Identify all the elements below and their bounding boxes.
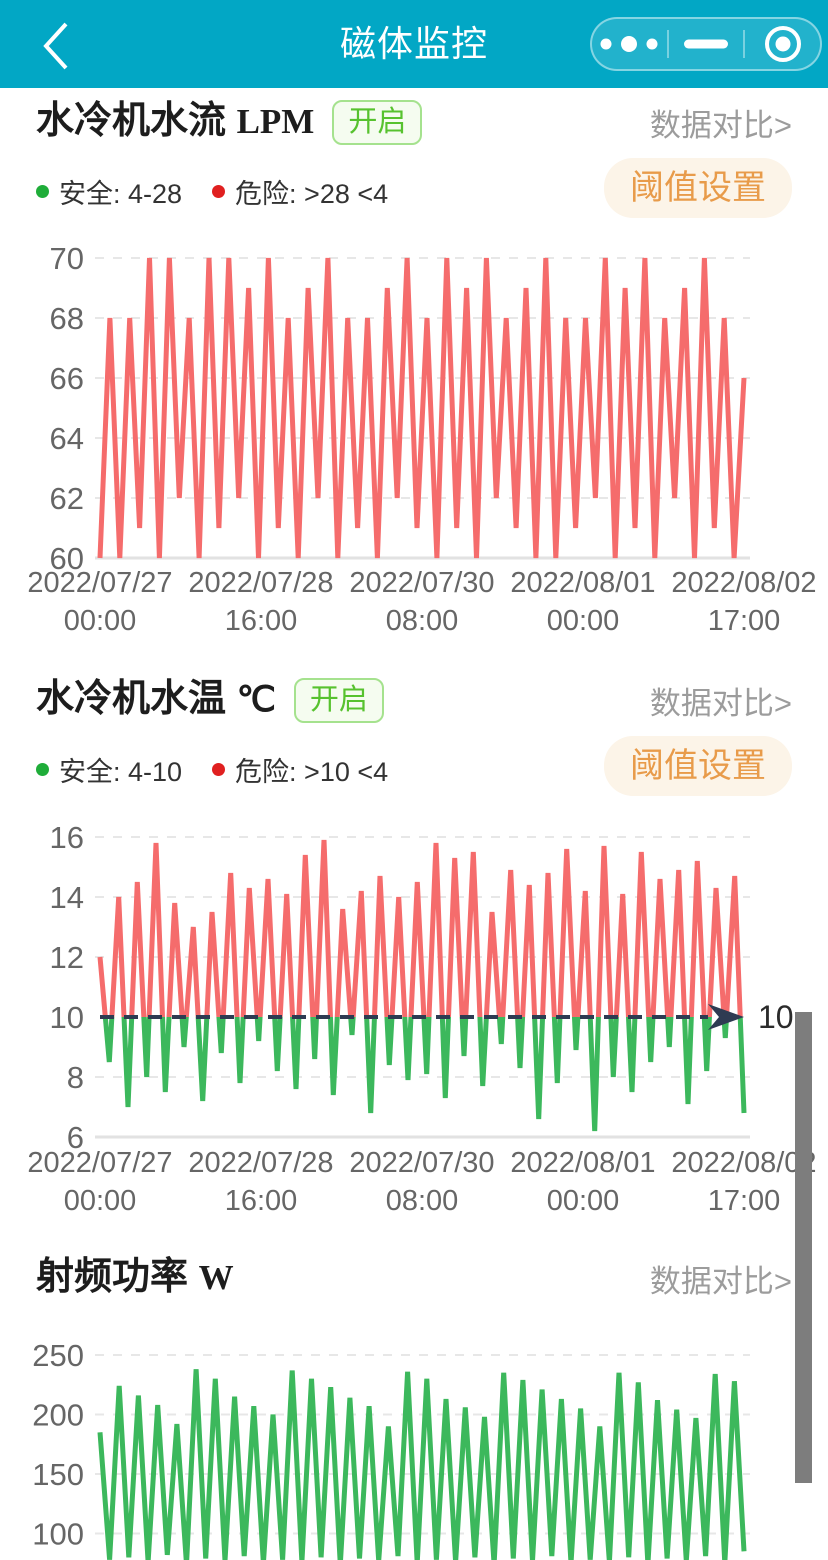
section-title-row: 水冷机水流 LPM 开启 数据对比> — [0, 96, 828, 148]
x-tick-label: 17:00 — [708, 1185, 781, 1217]
title-text: 射频功率 — [36, 1256, 189, 1299]
section-rf-power: 射频功率 W 数据对比> — [0, 1252, 828, 1304]
x-tick-label: 2022/07/27 — [27, 567, 172, 599]
x-tick-label: 2022/07/30 — [349, 1147, 494, 1179]
legend-safe: 安全: 4-10 — [36, 750, 182, 789]
threshold-arrow-icon — [708, 1004, 744, 1030]
series-line-above — [97, 839, 743, 1017]
x-tick-label: 00:00 — [64, 1185, 137, 1217]
series-line — [97, 257, 747, 559]
section-title-row: 射频功率 W 数据对比> — [0, 1252, 828, 1304]
safe-dot-icon — [36, 185, 49, 198]
status-badge[interactable]: 开启 — [293, 677, 384, 723]
section-title-row: 水冷机水温 ℃ 开启 数据对比> — [0, 674, 828, 726]
x-tick-label: 2022/07/30 — [349, 567, 494, 599]
x-tick-label: 08:00 — [386, 1185, 459, 1217]
page-title: 磁体监控 — [339, 23, 488, 64]
section-title: 水冷机水温 ℃ — [36, 678, 276, 721]
x-tick-label: 2022/08/01 — [510, 1147, 655, 1179]
scrollbar-thumb[interactable] — [795, 1012, 812, 1483]
y-tick-label: 68 — [50, 301, 84, 336]
x-tick-label: 16:00 — [225, 1185, 298, 1217]
threshold-settings-button[interactable]: 阈值设置 — [604, 736, 792, 796]
y-tick-label: 12 — [50, 940, 84, 975]
target-circle-icon — [764, 26, 801, 62]
legend-safe-label: 安全: 4-10 — [59, 757, 183, 787]
y-tick-label: 62 — [50, 481, 84, 516]
legend-danger: 危险: >28 <4 — [212, 172, 388, 211]
legend-row: 安全: 4-10 危险: >10 <4 — [0, 750, 828, 789]
safe-dot-icon — [36, 763, 49, 776]
y-tick-label: 16 — [50, 820, 84, 855]
x-tick-label: 00:00 — [547, 605, 620, 637]
x-tick-label: 08:00 — [386, 605, 459, 637]
threshold-label: 10 — [758, 999, 794, 1035]
title-unit: W — [198, 1258, 234, 1298]
title-text: 水冷机水温 — [36, 678, 227, 721]
data-compare-link[interactable]: 数据对比> — [649, 1263, 792, 1299]
x-tick-label: 2022/07/27 — [27, 1147, 172, 1179]
y-tick-label: 100 — [32, 1517, 84, 1552]
legend-safe: 安全: 4-28 — [36, 172, 182, 211]
section-water-temp: 水冷机水温 ℃ 开启 数据对比> 安全: 4-10 危险: >10 <4 阈值设… — [0, 674, 828, 796]
more-button[interactable] — [592, 19, 667, 69]
y-tick-label: 250 — [32, 1338, 84, 1373]
y-tick-label: 8 — [67, 1060, 84, 1095]
x-tick-label: 2022/08/01 — [510, 567, 655, 599]
x-tick-label: 2022/08/02 — [671, 567, 816, 599]
capsule-menu — [590, 17, 822, 71]
title-unit: ℃ — [236, 680, 276, 720]
legend-danger-label: 危险: >10 <4 — [235, 757, 389, 787]
x-tick-label: 17:00 — [708, 605, 781, 637]
status-badge[interactable]: 开启 — [332, 99, 423, 145]
section-title: 水冷机水流 LPM — [36, 100, 315, 143]
legend-safe-label: 安全: 4-28 — [59, 179, 183, 209]
title-unit: LPM — [236, 102, 315, 142]
close-button[interactable] — [745, 19, 820, 69]
y-tick-label: 6 — [67, 1120, 84, 1155]
y-tick-label: 66 — [50, 361, 84, 396]
back-button[interactable] — [26, 14, 86, 74]
capsule-divider — [743, 30, 746, 58]
x-tick-label: 00:00 — [547, 1185, 620, 1217]
water-temp-chart: 16 14 12 10 8 6 10 2022/07/27 00:00 2022/07/28 16:… — [27, 820, 816, 1217]
x-tick-label: 2022/07/28 — [188, 1147, 333, 1179]
y-tick-label: 150 — [32, 1457, 84, 1492]
capsule-divider — [666, 30, 669, 58]
threshold-settings-button[interactable]: 阈值设置 — [604, 158, 792, 218]
section-title: 射频功率 W — [36, 1256, 234, 1299]
series-line — [97, 1369, 747, 1560]
rf-power-chart: 250 200 150 100 — [32, 1338, 750, 1560]
y-tick-label: 64 — [50, 421, 84, 456]
legend-danger: 危险: >10 <4 — [212, 750, 388, 789]
header-bar: 磁体监控 — [0, 0, 828, 88]
section-water-flow: 水冷机水流 LPM 开启 数据对比> 安全: 4-28 危险: >28 <4 阈… — [0, 96, 828, 218]
three-dots-icon — [600, 36, 658, 52]
x-tick-label: 2022/07/28 — [188, 567, 333, 599]
y-tick-label: 200 — [32, 1398, 84, 1433]
y-tick-label: 60 — [50, 541, 84, 576]
legend-row: 安全: 4-28 危险: >28 <4 — [0, 172, 828, 211]
data-compare-link[interactable]: 数据对比> — [649, 107, 792, 143]
legend-danger-label: 危险: >28 <4 — [235, 179, 389, 209]
x-tick-label: 16:00 — [225, 605, 298, 637]
y-tick-label: 70 — [50, 241, 84, 276]
y-tick-label: 10 — [50, 1000, 84, 1035]
y-tick-label: 14 — [50, 880, 84, 915]
x-tick-label: 00:00 — [64, 605, 137, 637]
minus-icon — [684, 39, 728, 49]
danger-dot-icon — [212, 185, 226, 198]
danger-dot-icon — [212, 763, 226, 776]
x-tick-label: 2022/08/02 — [671, 1147, 816, 1179]
minimize-button[interactable] — [669, 19, 744, 69]
title-text: 水冷机水流 — [36, 100, 227, 143]
data-compare-link[interactable]: 数据对比> — [649, 685, 792, 721]
chevron-left-icon — [43, 22, 68, 70]
